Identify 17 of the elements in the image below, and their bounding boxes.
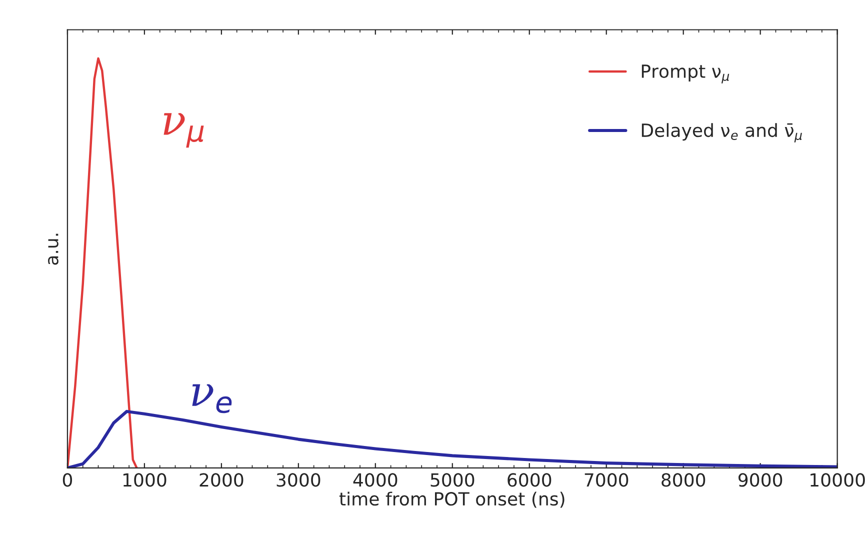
x-tick-label: 9000 [738, 473, 782, 487]
x-tick-label: 4000 [353, 473, 398, 487]
x-tick-label: 0 [62, 473, 72, 487]
legend-label: Delayed ν$_{e}$ and ν̄$_{μ}$ [642, 123, 802, 142]
legend-label: Prompt ν$_{μ}$ [642, 64, 730, 84]
x-tick-label: 3000 [276, 473, 320, 487]
x-tick-label: 2000 [200, 473, 244, 487]
x-axis-title: time from POT onset (ns) [339, 492, 564, 508]
x-tick-label: 1000 [123, 473, 166, 487]
y-axis-title: a.u. [48, 234, 58, 265]
annotation: ν$_{e}$ [192, 384, 232, 414]
annotation: ν$_{μ}$ [164, 113, 204, 148]
x-tick-label: 5000 [430, 473, 474, 487]
x-tick-label: 10000 [810, 473, 865, 487]
x-tick-label: 6000 [508, 473, 552, 487]
x-tick-label: 7000 [584, 473, 628, 487]
x-tick-label: 8000 [662, 473, 706, 487]
